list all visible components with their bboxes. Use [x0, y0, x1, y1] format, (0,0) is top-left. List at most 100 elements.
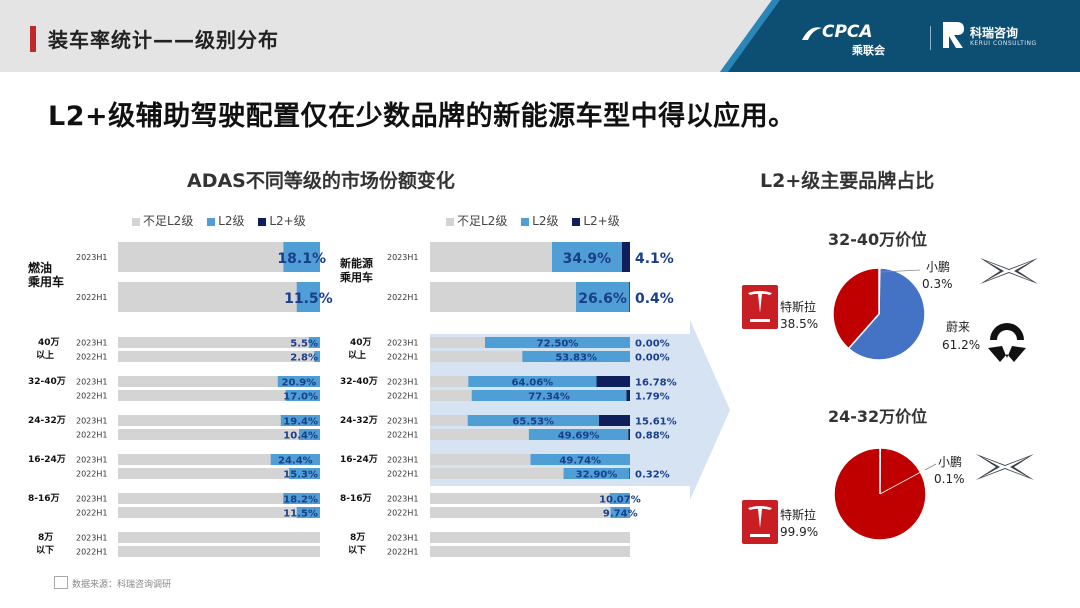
header-logo-band	[720, 0, 1080, 72]
bar-l2	[522, 351, 630, 362]
pie1-xpeng-pct: 0.3%	[922, 277, 953, 291]
year-label: 2022H1	[387, 509, 418, 518]
pie2-xpeng-pct: 0.1%	[934, 472, 965, 486]
bar-l2plus	[621, 242, 630, 272]
bar-l2	[471, 390, 627, 401]
pie1-tesla-name: 特斯拉	[780, 300, 817, 314]
bar-value-label: 34.9%	[563, 251, 612, 267]
bar-l2plus	[628, 429, 630, 440]
bar-l2plus	[629, 468, 630, 479]
legend-item-l2plus: L2+级	[572, 214, 620, 228]
bar-value-label: 24.4%	[278, 456, 313, 467]
year-label: 2023H1	[387, 378, 418, 387]
year-label: 2023H1	[387, 417, 418, 426]
bar-below-l2	[118, 429, 320, 440]
bar-value-label: 2.8%	[290, 353, 318, 364]
bar-value-label: 20.9%	[282, 378, 317, 389]
bar-value-label: 11.5%	[284, 291, 333, 307]
bar-below-l2	[430, 532, 630, 543]
year-label: 2022H1	[76, 431, 107, 440]
year-label: 2022H1	[76, 548, 107, 557]
bar-l2	[270, 454, 320, 465]
bar-l2plus	[598, 415, 630, 426]
cpca-logo-subtitle: 乘联会	[852, 44, 885, 57]
legend-item-l2: L2级	[207, 214, 244, 228]
bar-l2	[298, 429, 320, 440]
right-section-title: L2+级主要品牌占比	[760, 170, 935, 192]
bar-l2	[296, 282, 320, 312]
year-label: 2023H1	[76, 339, 107, 348]
bar-value-label: 10.07%	[599, 495, 641, 506]
bar-value-label: 53.83%	[555, 353, 597, 364]
bar-l2plus-label: 16.78%	[635, 378, 677, 389]
year-label: 2022H1	[76, 392, 107, 401]
bar-value-label: 32.90%	[576, 470, 618, 481]
kerui-logo: 科瑞咨询	[970, 26, 1019, 40]
data-source-note: 数据来源：科瑞咨询调研	[72, 580, 172, 590]
bar-below-l2	[430, 493, 630, 504]
legend-item-below-l2: 不足L2级	[446, 214, 507, 228]
pie1-title: 32-40万价位	[828, 230, 928, 249]
bar-value-label: 49.74%	[559, 456, 601, 467]
bar-below-l2	[118, 507, 320, 518]
year-label: 2023H1	[76, 495, 107, 504]
bar-value-label: 15.3%	[283, 470, 318, 481]
bar-below-l2	[118, 415, 320, 426]
year-label: 2022H1	[387, 548, 418, 557]
group-label: 40万以上	[348, 337, 372, 361]
bar-l2	[576, 282, 630, 312]
group-label: 40万以上	[36, 337, 60, 361]
source-icon	[54, 576, 68, 589]
headline: L2+级辅助驾驶配置仅在少数品牌的新能源车型中得以应用。	[48, 101, 796, 132]
legend-nev: 不足L2级 L2级 L2+级	[446, 212, 630, 229]
year-label: 2022H1	[76, 509, 107, 518]
year-label: 2022H1	[387, 431, 418, 440]
bar-l2plus-label: 0.4%	[635, 291, 674, 307]
group-label: 32-40万	[28, 376, 66, 387]
tesla-logo	[742, 500, 778, 544]
legend-item-l2plus: L2+级	[258, 214, 306, 228]
bar-below-l2	[118, 546, 320, 557]
legend-fuel: 不足L2级 L2级 L2+级	[132, 212, 316, 229]
bar-value-label: 9.74%	[603, 509, 638, 520]
bar-below-l2	[118, 351, 320, 362]
bar-below-l2	[118, 376, 320, 387]
bar-l2plus-label: 15.61%	[635, 417, 677, 428]
bar-l2	[308, 337, 320, 348]
left-section-title: ADAS不同等级的市场份额变化	[187, 170, 455, 192]
bar-value-label: 5.5%	[290, 339, 318, 350]
group-label: 16-24万	[340, 454, 378, 465]
bar-below-l2	[118, 532, 320, 543]
cpca-logo-mark	[802, 27, 822, 40]
pie2-tesla-name: 特斯拉	[780, 508, 817, 522]
bar-l2	[296, 507, 320, 518]
bar-value-label: 11.5%	[283, 509, 318, 520]
bar-value-label: 19.4%	[283, 417, 318, 428]
bar-below-l2	[118, 468, 320, 479]
bar-l2	[552, 242, 622, 272]
nio-logo-icon	[988, 323, 1026, 362]
pie1-nio-pct: 61.2%	[942, 338, 981, 352]
pie2-xpeng-name: 小鹏	[938, 455, 963, 469]
year-label: 2022H1	[387, 293, 418, 302]
year-label: 2022H1	[387, 392, 418, 401]
group-label: 新能源乘用车	[339, 256, 373, 284]
pie2-title: 24-32万价位	[828, 407, 928, 426]
bar-l2	[280, 415, 320, 426]
bar-l2	[528, 429, 629, 440]
tesla-t-icon	[748, 506, 772, 537]
pie1-tesla-pct: 38.5%	[780, 317, 819, 331]
bar-l2	[283, 493, 320, 504]
bar-l2	[485, 337, 630, 348]
bar-l2plus-label: 0.88%	[635, 431, 670, 442]
group-label: 燃油乘用车	[27, 260, 64, 289]
bar-below-l2	[430, 507, 630, 518]
tesla-t-icon	[748, 291, 772, 322]
year-label: 2023H1	[387, 339, 418, 348]
year-label: 2023H1	[387, 253, 418, 262]
bar-l2	[468, 376, 597, 387]
pie1-nio-name: 蔚来	[946, 320, 971, 334]
bar-l2	[283, 242, 320, 272]
year-label: 2023H1	[76, 417, 107, 426]
